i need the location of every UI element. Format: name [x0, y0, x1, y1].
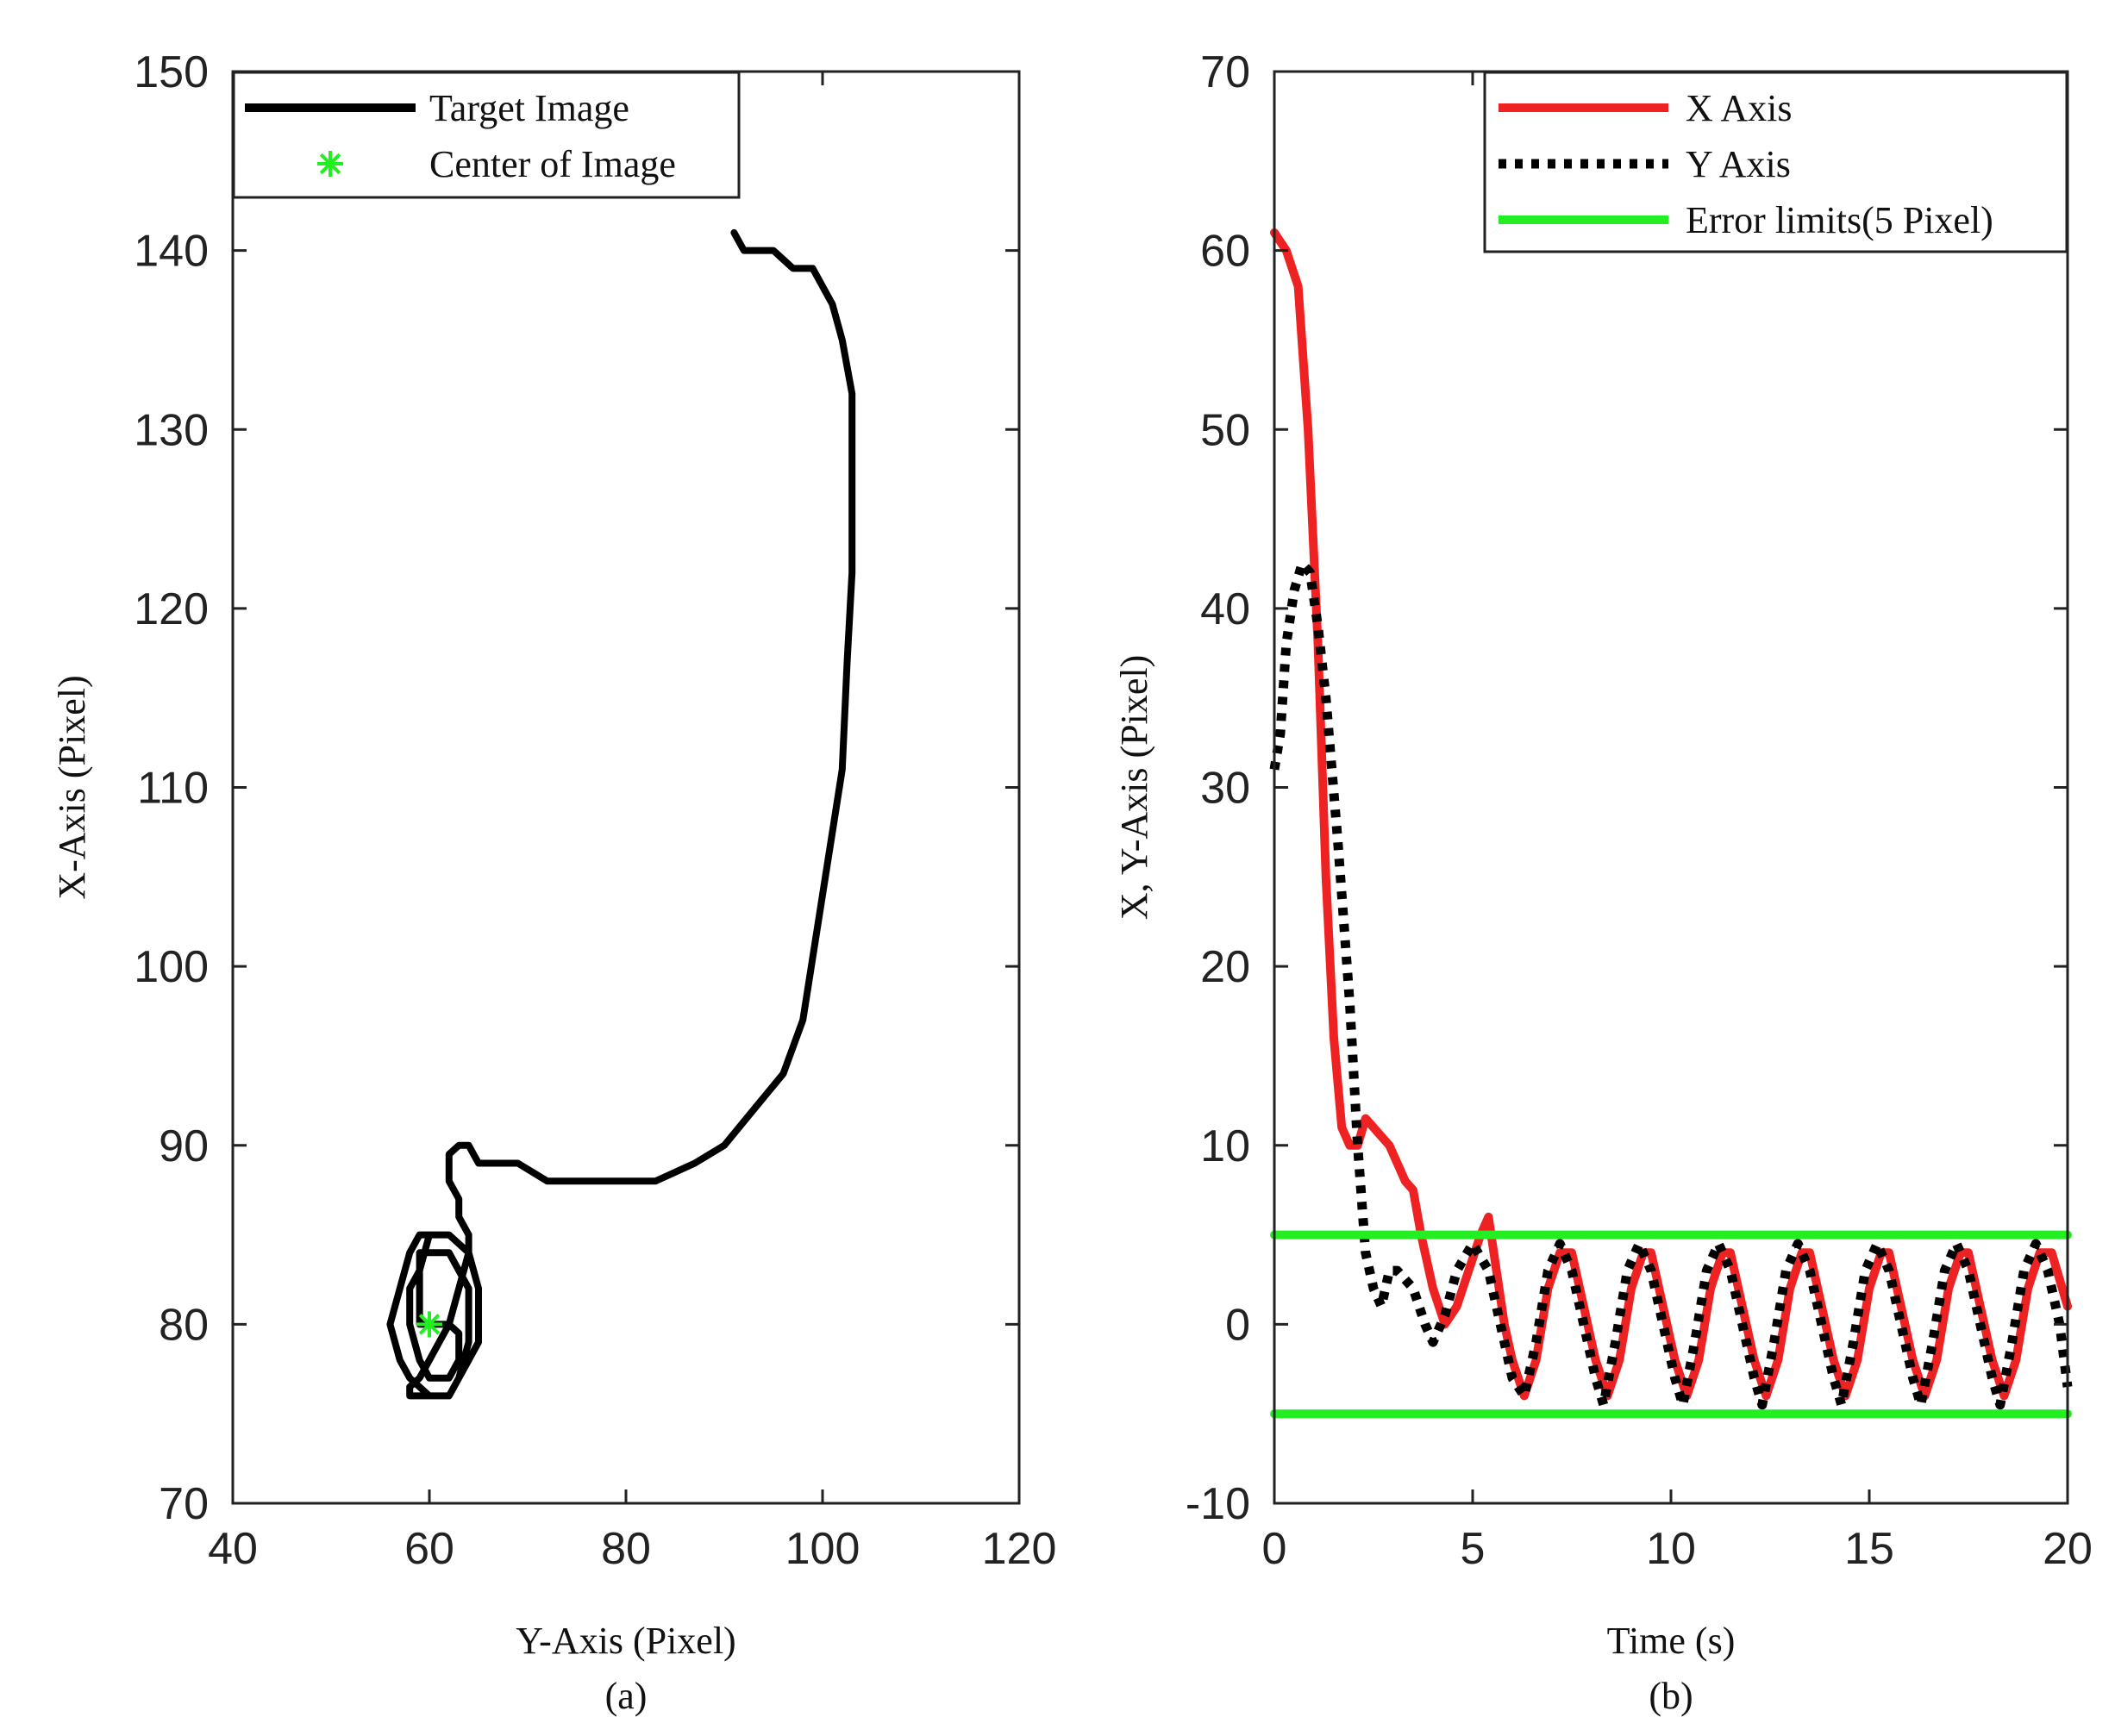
asterisk-stroke [319, 153, 341, 175]
x-axis-title: Time (s) [1607, 1620, 1736, 1662]
y-tick-label: 10 [1200, 1121, 1250, 1171]
series-line-x-axis [1270, 228, 2072, 1401]
x-tick-label: 15 [1844, 1524, 1894, 1574]
x-tick-label: 10 [1646, 1524, 1696, 1574]
x-tick-label: 0 [1262, 1524, 1287, 1574]
y-axis-title: X-Axis (Pixel) [51, 675, 93, 899]
legend-label: Y Axis [1686, 143, 1791, 185]
panel-caption: (a) [605, 1675, 648, 1717]
y-tick-label: -10 [1186, 1479, 1250, 1529]
series-line-y-axis [1269, 559, 2073, 1410]
x-tick-label: 60 [404, 1524, 454, 1574]
legend-label: Center of Image [429, 143, 676, 185]
x-tick-label: 80 [601, 1524, 651, 1574]
legend-label: Target Image [429, 87, 629, 129]
panel-caption: (b) [1649, 1675, 1693, 1717]
x-tick-label: 120 [982, 1524, 1057, 1574]
series-line-target-image [386, 228, 856, 1400]
x-tick-label: 40 [208, 1524, 258, 1574]
legend-label: X Axis [1686, 87, 1792, 129]
chart-panel-a: 40 60 80 100 120 70 80 90 100 110 120 130 140 150 Y-Ax… [51, 47, 1056, 1717]
center-marker [416, 1311, 442, 1338]
y-tick-label: 140 [134, 227, 209, 277]
y-tick-label: 20 [1200, 942, 1250, 992]
legend-swatch-asterisk [317, 151, 343, 177]
y-tick-label: 100 [134, 942, 209, 992]
y-tick-label: 110 [137, 764, 209, 814]
y-tick-label: 50 [1200, 405, 1250, 455]
y-tick-label: 60 [1200, 227, 1250, 277]
legend: Target Image Center of Image [232, 71, 741, 199]
y-tick-label: 90 [159, 1121, 209, 1171]
y-tick-label: 70 [1200, 47, 1250, 97]
y-axis-title: X, Y-Axis (Pixel) [1113, 655, 1155, 921]
y-tick-label: 40 [1200, 584, 1250, 634]
x-tick-label: 100 [785, 1524, 860, 1574]
y-tick-label: 150 [134, 47, 209, 97]
y-tick-label: 30 [1200, 764, 1250, 814]
legend: X Axis Y Axis Error limits(5 Pixel) [1483, 71, 2068, 253]
axes-frame [231, 70, 1021, 1505]
asterisk-stroke [418, 1314, 441, 1335]
y-tick-label: 80 [159, 1300, 209, 1350]
y-tick-label: 130 [134, 405, 209, 455]
y-tick-label: 70 [159, 1479, 209, 1529]
x-tick-label: 5 [1461, 1524, 1486, 1574]
y-tick-label: 0 [1225, 1300, 1250, 1350]
x-axis-title: Y-Axis (Pixel) [516, 1620, 735, 1662]
y-tick-label: 120 [134, 584, 209, 634]
legend-box [232, 71, 741, 199]
x-tick-label: 20 [2043, 1524, 2093, 1574]
legend-label: Error limits(5 Pixel) [1686, 199, 1993, 241]
